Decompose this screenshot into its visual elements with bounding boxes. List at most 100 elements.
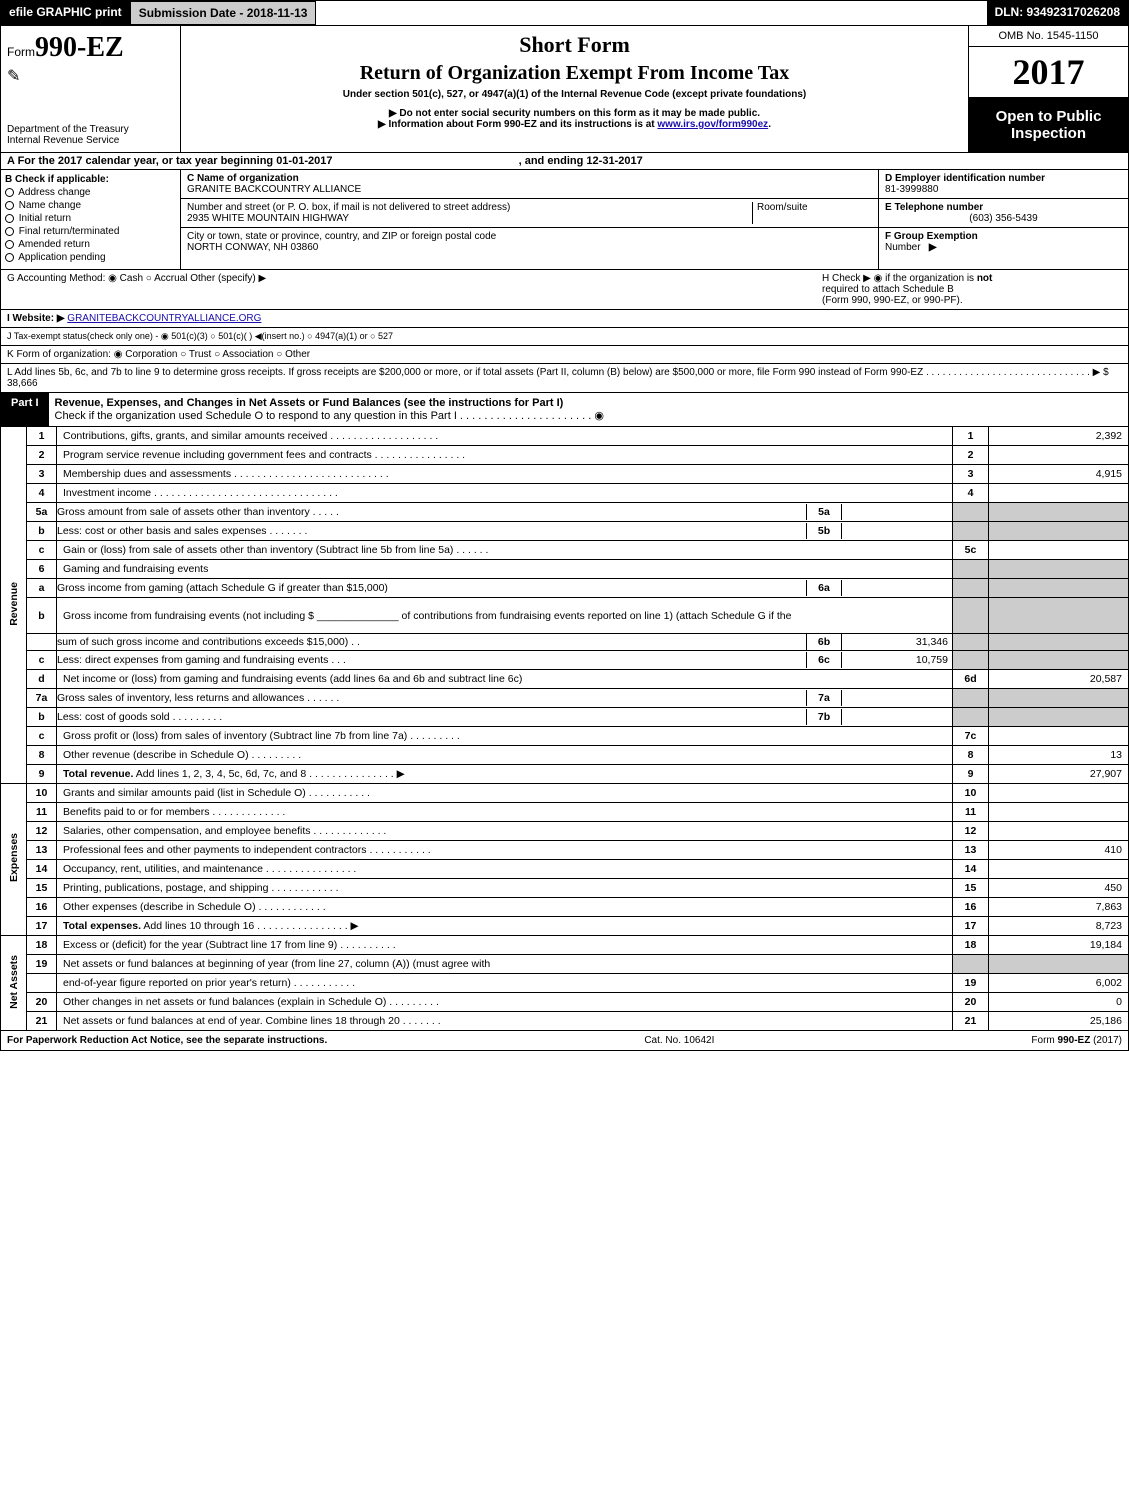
- row-num: a: [27, 579, 57, 598]
- row-desc: Total revenue. Add lines 1, 2, 3, 4, 5c,…: [57, 765, 953, 784]
- row-amount: [989, 689, 1129, 708]
- row-num: 3: [27, 465, 57, 484]
- row-num: 1: [27, 427, 57, 446]
- section-label-rev: Revenue: [1, 427, 27, 784]
- section-label-exp: Expenses: [1, 784, 27, 936]
- row-amount: 19,184: [989, 936, 1129, 955]
- row-desc: Gain or (loss) from sale of assets other…: [57, 541, 953, 560]
- row-line-no: [953, 708, 989, 727]
- row-desc: Benefits paid to or for members . . . . …: [57, 803, 953, 822]
- website-link[interactable]: GRANITEBACKCOUNTRYALLIANCE.ORG: [67, 313, 261, 324]
- row-amount: 27,907: [989, 765, 1129, 784]
- row-line-no: 7c: [953, 727, 989, 746]
- phone-value: (603) 356-5439: [885, 213, 1122, 224]
- row-desc: end-of-year figure reported on prior yea…: [57, 974, 953, 993]
- omb-number: OMB No. 1545-1150: [969, 26, 1128, 47]
- form-title-short: Short Form: [187, 32, 962, 58]
- row-amount: [989, 784, 1129, 803]
- form-header: Form990-EZ ✎ Department of the Treasury …: [0, 26, 1129, 153]
- instructions-link[interactable]: www.irs.gov/form990ez: [657, 119, 768, 130]
- row-line-no: 1: [953, 427, 989, 446]
- row-desc: Program service revenue including govern…: [57, 446, 953, 465]
- dept-treasury: Department of the Treasury: [7, 124, 174, 135]
- row-line-no: 18: [953, 936, 989, 955]
- section-l: L Add lines 5b, 6c, and 7b to line 9 to …: [0, 364, 1129, 393]
- row-num: 19: [27, 955, 57, 974]
- row-line-no: 9: [953, 765, 989, 784]
- row-desc: Investment income . . . . . . . . . . . …: [57, 484, 953, 503]
- row-num: b: [27, 522, 57, 541]
- row-desc: Gross sales of inventory, less returns a…: [57, 689, 953, 708]
- row-amount: 8,723: [989, 917, 1129, 936]
- form-number: Form990-EZ ✎: [7, 32, 174, 86]
- efile-print-label[interactable]: efile GRAPHIC print: [1, 1, 130, 25]
- part-i-tag: Part I: [1, 393, 49, 426]
- row-line-no: 16: [953, 898, 989, 917]
- row-line-no: [953, 579, 989, 598]
- section-b: B Check if applicable: Address change Na…: [1, 170, 181, 269]
- section-a: A For the 2017 calendar year, or tax yea…: [0, 153, 1129, 170]
- row-desc: Gross profit or (loss) from sales of inv…: [57, 727, 953, 746]
- row-amount: [989, 484, 1129, 503]
- dln-label: DLN: 93492317026208: [987, 1, 1128, 25]
- row-line-no: 17: [953, 917, 989, 936]
- row-num: 9: [27, 765, 57, 784]
- section-e-label: E Telephone number: [885, 202, 983, 213]
- checkbox-application-pending[interactable]: Application pending: [5, 252, 176, 263]
- checkbox-initial-return[interactable]: Initial return: [5, 213, 176, 224]
- row-line-no: 13: [953, 841, 989, 860]
- section-i: I Website: ▶ GRANITEBACKCOUNTRYALLIANCE.…: [0, 310, 1129, 328]
- top-bar: efile GRAPHIC print Submission Date - 20…: [0, 0, 1129, 26]
- row-num: 17: [27, 917, 57, 936]
- room-suite: Room/suite: [752, 202, 872, 224]
- row-amount: 2,392: [989, 427, 1129, 446]
- form-note1: ▶ Do not enter social security numbers o…: [187, 108, 962, 119]
- footer-right: Form 990-EZ (2017): [1031, 1035, 1122, 1046]
- row-num: 12: [27, 822, 57, 841]
- row-num: 10: [27, 784, 57, 803]
- row-num: 5a: [27, 503, 57, 522]
- checkbox-amended-return[interactable]: Amended return: [5, 239, 176, 250]
- form-title-long: Return of Organization Exempt From Incom…: [187, 62, 962, 85]
- row-num: 8: [27, 746, 57, 765]
- dept-irs: Internal Revenue Service: [7, 135, 174, 146]
- checkbox-final-return-terminated[interactable]: Final return/terminated: [5, 226, 176, 237]
- row-line-no: [953, 634, 989, 651]
- row-num: [27, 634, 57, 651]
- section-j: J Tax-exempt status(check only one) - ◉ …: [0, 328, 1129, 346]
- row-desc: Gross income from gaming (attach Schedul…: [57, 579, 953, 598]
- row-num: 21: [27, 1012, 57, 1031]
- footer: For Paperwork Reduction Act Notice, see …: [0, 1031, 1129, 1051]
- row-line-no: 8: [953, 746, 989, 765]
- checkbox-address-change[interactable]: Address change: [5, 187, 176, 198]
- row-line-no: 5c: [953, 541, 989, 560]
- row-amount: 20,587: [989, 670, 1129, 689]
- part-i-check: Check if the organization used Schedule …: [55, 410, 604, 422]
- row-desc: Net income or (loss) from gaming and fun…: [57, 670, 953, 689]
- row-amount: [989, 955, 1129, 974]
- row-line-no: 14: [953, 860, 989, 879]
- section-label-net: Net Assets: [1, 936, 27, 1031]
- section-d-label: D Employer identification number: [885, 173, 1045, 184]
- row-line-no: 3: [953, 465, 989, 484]
- row-line-no: 2: [953, 446, 989, 465]
- row-num: 13: [27, 841, 57, 860]
- row-num: b: [27, 598, 57, 634]
- row-desc: Gaming and fundraising events: [57, 560, 953, 579]
- row-line-no: 4: [953, 484, 989, 503]
- row-desc: Grants and similar amounts paid (list in…: [57, 784, 953, 803]
- row-amount: [989, 560, 1129, 579]
- row-amount: 13: [989, 746, 1129, 765]
- header-grid: B Check if applicable: Address change Na…: [0, 170, 1129, 270]
- row-num: 11: [27, 803, 57, 822]
- row-amount: 4,915: [989, 465, 1129, 484]
- row-num: c: [27, 727, 57, 746]
- main-table: Revenue1Contributions, gifts, grants, an…: [0, 427, 1129, 1031]
- row-desc: Occupancy, rent, utilities, and maintena…: [57, 860, 953, 879]
- row-desc: Professional fees and other payments to …: [57, 841, 953, 860]
- row-desc: Net assets or fund balances at end of ye…: [57, 1012, 953, 1031]
- checkbox-name-change[interactable]: Name change: [5, 200, 176, 211]
- row-amount: 450: [989, 879, 1129, 898]
- row-desc: Other changes in net assets or fund bala…: [57, 993, 953, 1012]
- row-amount: [989, 727, 1129, 746]
